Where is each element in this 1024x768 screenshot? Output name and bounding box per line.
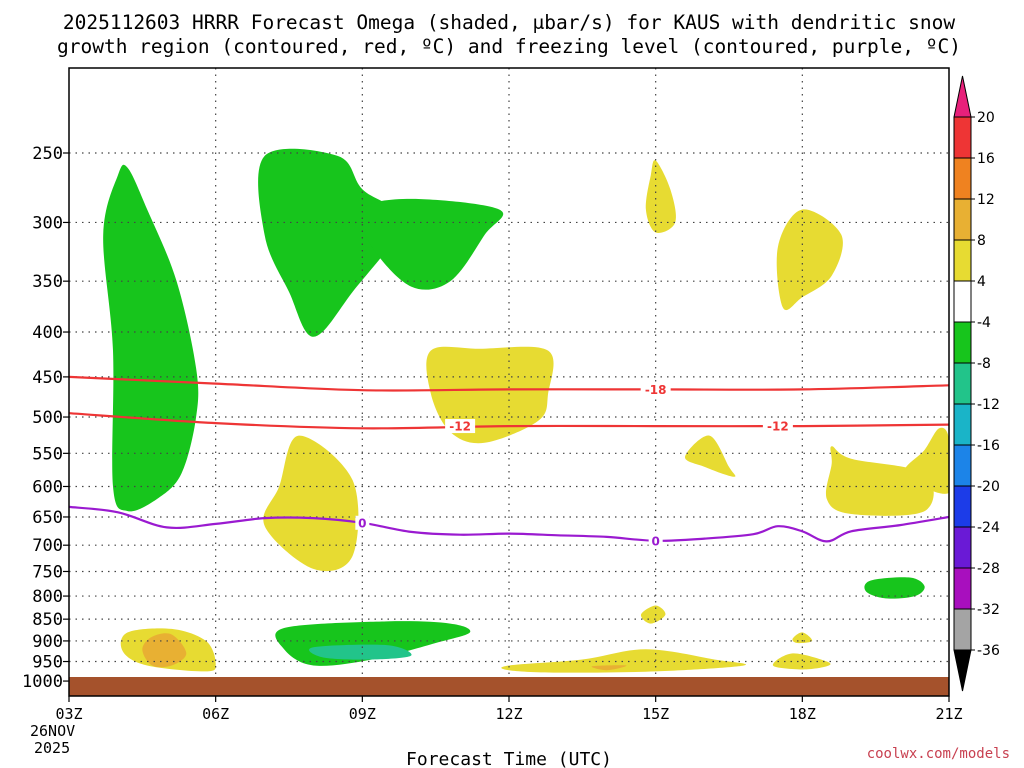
omega-region-8 xyxy=(591,665,627,671)
y-axis: 2503003504004505005506006507007508008509… xyxy=(22,144,69,692)
omega-region-4 xyxy=(640,605,666,624)
omega-region-4 xyxy=(501,649,747,673)
colorbar-label: -28 xyxy=(977,561,1000,577)
x-tick-label: 12Z xyxy=(495,705,522,723)
y-tick-label: 1000 xyxy=(22,672,63,692)
colorbar-segment xyxy=(953,444,972,487)
omega-region-4 xyxy=(825,446,934,516)
colorbar-segment xyxy=(953,567,972,610)
x-tick-label: 09Z xyxy=(349,705,376,723)
x-axis-label: Forecast Time (UTC) xyxy=(406,749,612,768)
colorbar-label: -20 xyxy=(977,479,1000,495)
omega-region--12 xyxy=(309,644,412,660)
gridlines xyxy=(69,68,949,696)
contour-label-bg xyxy=(640,382,671,397)
credit-text: coolwx.com/models xyxy=(867,746,1010,762)
omega-region--8 xyxy=(864,577,925,599)
colorbar-segment xyxy=(953,403,972,446)
contour-label-bg xyxy=(445,419,476,434)
colorbar-label: -16 xyxy=(977,438,1000,454)
colorbar-top-triangle xyxy=(953,75,972,118)
colorbar-segment xyxy=(953,362,972,405)
x-axis: 03Z 06Z 09Z 12Z 15Z 18Z 21Z xyxy=(55,696,963,723)
y-tick-label: 750 xyxy=(32,562,63,582)
y-tick-label: 550 xyxy=(32,444,63,464)
omega-region-4 xyxy=(645,160,676,233)
omega-region--8 xyxy=(103,164,199,512)
contour-label: -12 xyxy=(449,420,471,434)
colorbar-segment xyxy=(953,239,972,282)
colorbar-label: -4 xyxy=(977,315,991,331)
contour-label-bg xyxy=(355,515,370,530)
y-tick-label: 400 xyxy=(32,323,63,343)
colorbar-segment xyxy=(953,198,972,241)
colorbar-segment xyxy=(953,526,972,569)
colorbar: 20 16 12 8 4 -4 -8 -12 -16 -20 -24 -28 -32 -36 xyxy=(953,75,1000,692)
omega-region-4 xyxy=(776,209,843,311)
x-date-day: 26NOV xyxy=(30,722,75,740)
omega-region-4 xyxy=(263,435,359,572)
contour-line--18 xyxy=(69,375,949,392)
terrain-ground xyxy=(69,677,949,696)
contour-line--12 xyxy=(69,412,949,430)
chart-title-line1: 2025112603 HRRR Forecast Omega (shaded, … xyxy=(63,11,955,34)
colorbar-label: 12 xyxy=(977,192,995,208)
contour-label: 0 xyxy=(651,534,659,548)
y-tick-label: 250 xyxy=(32,144,63,164)
contour-line-0 xyxy=(69,505,949,543)
x-date-year: 2025 xyxy=(34,739,70,757)
contour-label: -12 xyxy=(767,420,789,434)
colorbar-label: 20 xyxy=(977,110,995,126)
omega-region-4 xyxy=(772,653,831,670)
x-tick-label: 21Z xyxy=(935,705,962,723)
colorbar-segment xyxy=(953,280,972,323)
contour-label-bg xyxy=(648,533,663,548)
y-tick-label: 350 xyxy=(32,272,63,292)
colorbar-label: -8 xyxy=(977,356,991,372)
colorbar-label: -12 xyxy=(977,397,1000,413)
y-tick-label: 300 xyxy=(32,213,63,233)
omega-region-8 xyxy=(142,633,187,668)
contour-lines: -18 -12 -12 0 0 xyxy=(69,375,949,548)
y-tick-label: 850 xyxy=(32,610,63,630)
colorbar-label: 8 xyxy=(977,233,986,249)
y-tick-label: 500 xyxy=(32,408,63,428)
y-tick-label: 700 xyxy=(32,536,63,556)
y-tick-label: 800 xyxy=(32,587,63,607)
contour-label: -18 xyxy=(645,383,667,397)
y-tick-label: 450 xyxy=(32,368,63,388)
colorbar-segment xyxy=(953,321,972,364)
omega-region-4 xyxy=(684,435,736,477)
y-tick-label: 900 xyxy=(32,632,63,652)
colorbar-label: 4 xyxy=(977,274,986,290)
x-tick-label: 03Z xyxy=(55,705,82,723)
colorbar-segment xyxy=(953,116,972,159)
plot-area: -18 -12 -12 0 0 xyxy=(68,67,950,697)
omega-region--8 xyxy=(258,148,402,337)
colorbar-bottom-triangle xyxy=(953,649,972,692)
colorbar-label: -24 xyxy=(977,520,1000,536)
colorbar-segment xyxy=(953,157,972,200)
colorbar-label: -32 xyxy=(977,602,1000,618)
y-tick-label: 650 xyxy=(32,508,63,528)
contour-label: 0 xyxy=(358,516,366,530)
colorbar-label: -36 xyxy=(977,643,1000,659)
omega-region--8 xyxy=(359,198,504,290)
y-tick-label: 950 xyxy=(32,653,63,673)
contour-label-bg xyxy=(762,419,793,434)
y-tick-label: 600 xyxy=(32,477,63,497)
x-tick-label: 18Z xyxy=(789,705,816,723)
colorbar-label: 16 xyxy=(977,151,995,167)
colorbar-segment xyxy=(953,485,972,528)
x-tick-label: 15Z xyxy=(642,705,669,723)
colorbar-segment xyxy=(953,608,972,651)
omega-region-4 xyxy=(904,427,949,494)
x-tick-label: 06Z xyxy=(202,705,229,723)
chart-title-line2: growth region (contoured, red, ºC) and f… xyxy=(57,35,961,58)
